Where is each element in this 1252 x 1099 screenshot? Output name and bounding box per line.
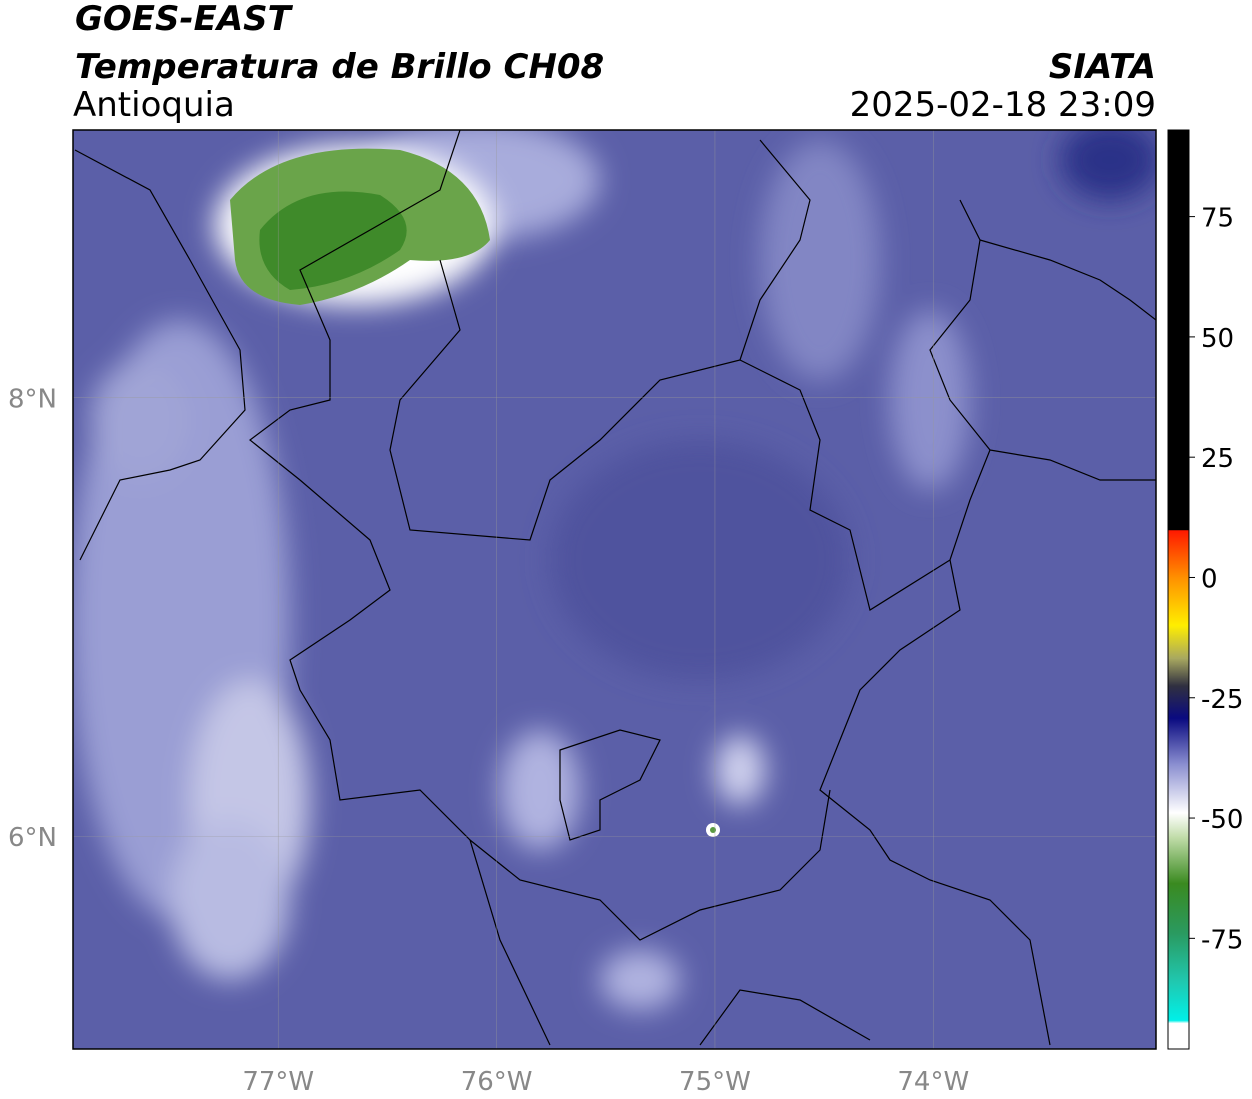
x-tick-label: 77°W — [242, 1067, 314, 1097]
subtitle: Temperatura de Brillo CH08 — [75, 47, 604, 87]
colorbar-tick-label: 75 — [1201, 204, 1234, 234]
y-tick-label: 6°N — [8, 823, 57, 853]
x-tick-label: 76°W — [461, 1067, 533, 1097]
colorbar-tick-label: -75 — [1201, 925, 1243, 955]
colorbar-tick-label: 0 — [1201, 564, 1218, 594]
colorbar-tick-label: -25 — [1201, 685, 1243, 715]
region: Antioquia — [73, 85, 235, 125]
colorbar-tick-label: 25 — [1201, 444, 1234, 474]
title: GOES-EAST — [75, 0, 294, 39]
colorbar-axis: 75 50 25 0 -25 -50 -75 — [1189, 204, 1243, 955]
datetime: 2025-02-18 23:09 — [850, 85, 1156, 125]
map-image — [73, 130, 1156, 1049]
x-tick-label: 75°W — [679, 1067, 751, 1097]
y-tick-label: 8°N — [8, 385, 57, 415]
x-tick-label: 74°W — [897, 1067, 969, 1097]
colorbar — [1167, 129, 1190, 1050]
colorbar-tick-label: 50 — [1201, 324, 1234, 354]
graticule: 77°W 76°W 75°W 74°W 8°N 6°N — [8, 130, 1156, 1097]
colorbar-tick-label: -50 — [1201, 805, 1243, 835]
map-frame — [72, 129, 1157, 1050]
source: SIATA — [1049, 47, 1156, 87]
